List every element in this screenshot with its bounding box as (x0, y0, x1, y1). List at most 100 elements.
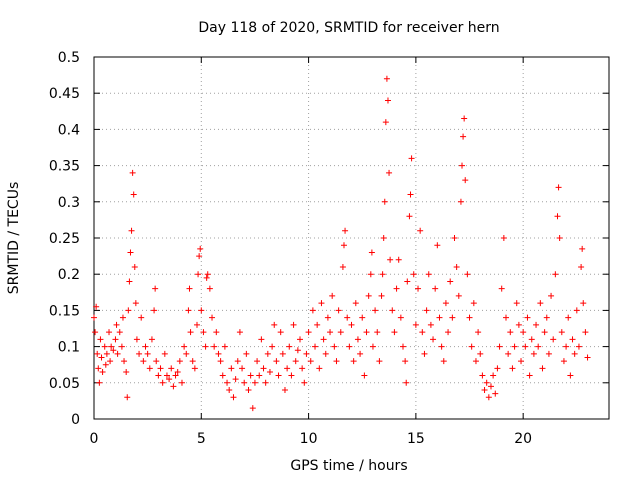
y-tick-label: 0.45 (49, 86, 80, 102)
data-point (327, 329, 334, 336)
data-point (128, 227, 135, 234)
data-point (119, 314, 126, 321)
data-point (461, 115, 468, 122)
data-point (95, 365, 102, 372)
data-point (219, 372, 226, 379)
data-point (314, 321, 321, 328)
data-point (271, 321, 278, 328)
data-point (384, 97, 391, 104)
data-point (404, 278, 411, 285)
data-point (181, 343, 188, 350)
data-point (185, 307, 192, 314)
data-point (123, 368, 130, 375)
data-point (365, 292, 372, 299)
data-point (386, 169, 393, 176)
data-point (159, 379, 166, 386)
data-point (96, 379, 103, 386)
data-point (146, 365, 153, 372)
data-point (195, 271, 202, 278)
data-point (275, 372, 282, 379)
data-point (369, 343, 376, 350)
data-point (509, 365, 516, 372)
data-point (503, 314, 509, 321)
data-point (440, 358, 447, 365)
grid-lines (94, 57, 609, 419)
data-point (331, 343, 338, 350)
data-point (400, 343, 406, 350)
data-point (176, 358, 183, 365)
data-point (537, 300, 544, 307)
data-point (339, 263, 346, 270)
data-point (258, 336, 265, 343)
data-point (573, 307, 580, 314)
data-point (277, 329, 284, 336)
data-point (427, 321, 434, 328)
data-point (475, 329, 482, 336)
data-point (187, 329, 194, 336)
data-point (144, 350, 151, 357)
data-point (251, 379, 258, 386)
data-point (578, 263, 585, 270)
data-point (133, 336, 140, 343)
data-point (464, 271, 471, 278)
x-axis: 0 5 10 15 20 (90, 57, 532, 447)
data-point (204, 271, 211, 278)
data-point (361, 372, 368, 379)
data-point (434, 242, 441, 249)
data-point (198, 307, 205, 314)
data-point (320, 336, 327, 343)
data-point (232, 376, 239, 383)
data-point (417, 227, 424, 234)
y-tick-label: 0.3 (58, 195, 80, 211)
data-point (170, 383, 177, 390)
data-point (312, 343, 319, 350)
data-point (138, 314, 145, 321)
data-point (359, 314, 366, 321)
x-tick-label: 0 (90, 431, 99, 447)
data-point (415, 285, 422, 292)
data-point (372, 307, 379, 314)
data-point (507, 329, 514, 336)
data-point (194, 321, 200, 328)
data-point (200, 329, 207, 336)
data-point (281, 387, 288, 394)
y-tick-label: 0.5 (58, 50, 80, 66)
data-point (563, 343, 570, 350)
data-point (301, 379, 308, 386)
data-point (264, 350, 271, 357)
data-point (202, 343, 209, 350)
data-point (455, 292, 462, 299)
data-point (459, 162, 466, 169)
data-point (402, 358, 409, 365)
data-point (487, 383, 494, 390)
data-point (103, 350, 110, 357)
data-point (423, 307, 430, 314)
y-tick-label: 0 (71, 412, 80, 428)
data-point (368, 249, 375, 256)
data-point (550, 336, 557, 343)
data-point (127, 249, 134, 256)
data-point (337, 329, 344, 336)
data-point (112, 336, 119, 343)
data-point (432, 285, 439, 292)
data-point (412, 321, 419, 328)
data-point (234, 358, 241, 365)
data-point (490, 372, 497, 379)
data-point (305, 329, 312, 336)
data-point (421, 350, 428, 357)
data-point (485, 394, 492, 401)
data-point (397, 314, 404, 321)
data-point (186, 285, 193, 292)
data-point (555, 184, 562, 191)
data-point (449, 314, 456, 321)
data-point (357, 350, 364, 357)
data-point (393, 285, 400, 292)
y-tick-label: 0.15 (49, 303, 80, 319)
data-point (329, 292, 336, 299)
data-point (379, 271, 386, 278)
data-point (294, 347, 301, 354)
data-point (470, 300, 477, 307)
data-point (451, 235, 458, 241)
data-point (408, 155, 415, 162)
